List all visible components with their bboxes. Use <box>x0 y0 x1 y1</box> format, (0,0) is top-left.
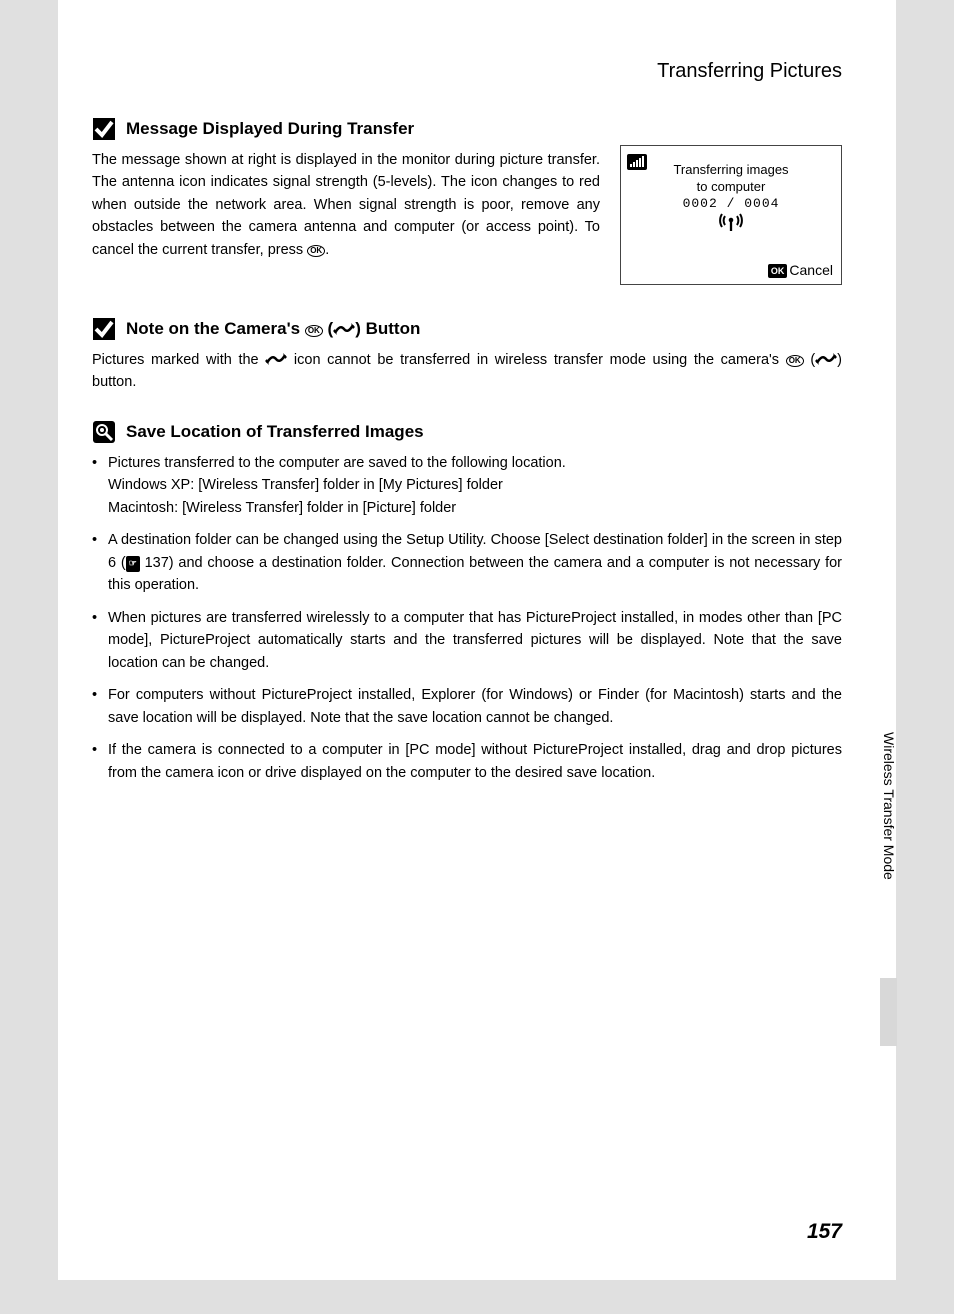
li-win: Windows XP: [Wireless Transfer] folder i… <box>108 477 503 493</box>
transfer-counter: 0002 / 0004 <box>631 196 831 211</box>
camera-screen-illustration: Transferring images to computer 0002 / 0… <box>620 145 842 285</box>
info-magnifier-icon <box>92 420 116 444</box>
signal-strength-icon <box>627 154 647 170</box>
b-pre: Pictures marked with the <box>92 352 265 368</box>
list-item: If the camera is connected to a computer… <box>92 739 842 784</box>
heading-text: Note on the Camera's OK ( ) Button <box>126 319 420 339</box>
status-line-2: to computer <box>631 179 831 194</box>
li-xref: 137 <box>145 555 169 571</box>
li-post: ) and choose a destination folder. Conne… <box>108 555 842 593</box>
h-mid: ( <box>323 319 333 338</box>
ok-button-badge: OK <box>768 264 788 278</box>
side-tab-marker <box>880 978 897 1046</box>
counter-current: 0002 <box>683 196 718 211</box>
li-intro: Pictures transferred to the computer are… <box>108 455 566 471</box>
h-pre: Note on the Camera's <box>126 319 305 338</box>
heading-text: Save Location of Transferred Images <box>126 422 424 442</box>
section-message-displayed: Message Displayed During Transfer The me… <box>92 117 842 285</box>
section-heading: Note on the Camera's OK ( ) Button <box>92 317 842 341</box>
b-mid: icon cannot be transferred in wireless t… <box>287 352 785 368</box>
h-post: ) Button <box>355 319 420 338</box>
section-heading: Message Displayed During Transfer <box>92 117 842 141</box>
list-item: When pictures are transferred wirelessly… <box>92 607 842 674</box>
page-number: 157 <box>807 1220 842 1244</box>
transfer-arrows-icon <box>265 352 287 366</box>
section-note-button: Note on the Camera's OK ( ) Button Pictur… <box>92 317 842 394</box>
status-line-1: Transferring images <box>631 162 831 177</box>
cancel-label: Cancel <box>789 262 833 278</box>
body-text-end: . <box>325 242 329 258</box>
page-title: Transferring Pictures <box>92 60 842 83</box>
section-save-location: Save Location of Transferred Images Pict… <box>92 420 842 784</box>
section-heading: Save Location of Transferred Images <box>92 420 842 444</box>
caution-check-icon <box>92 117 116 141</box>
cancel-row: OKCancel <box>621 262 841 278</box>
caution-check-icon <box>92 317 116 341</box>
body-text: The message shown at right is displayed … <box>92 152 600 258</box>
section2-body: Pictures marked with the icon cannot be … <box>92 349 842 394</box>
manual-page: Transferring Pictures Message Displayed … <box>58 0 896 1280</box>
list-item: For computers without PictureProject ins… <box>92 684 842 729</box>
transfer-arrows-icon <box>815 352 837 366</box>
section1-body: The message shown at right is displayed … <box>92 149 600 285</box>
side-tab-label: Wireless Transfer Mode <box>876 732 897 972</box>
ok-button-icon: OK <box>305 325 323 337</box>
b-po: ( <box>804 352 815 368</box>
bullet-list: Pictures transferred to the computer are… <box>92 452 842 784</box>
counter-sep: / <box>727 196 736 211</box>
counter-total: 0004 <box>744 196 779 211</box>
page-ref-icon: ☞ <box>126 556 140 572</box>
ok-button-icon: OK <box>786 355 804 367</box>
heading-text: Message Displayed During Transfer <box>126 119 414 139</box>
side-tab: Wireless Transfer Mode <box>874 732 897 1064</box>
list-item: A destination folder can be changed usin… <box>92 529 842 596</box>
ok-button-icon: OK <box>307 245 325 257</box>
wifi-activity-icon <box>631 213 831 236</box>
transfer-arrows-icon <box>333 322 355 336</box>
li-mac: Macintosh: [Wireless Transfer] folder in… <box>108 500 456 516</box>
list-item: Pictures transferred to the computer are… <box>92 452 842 519</box>
